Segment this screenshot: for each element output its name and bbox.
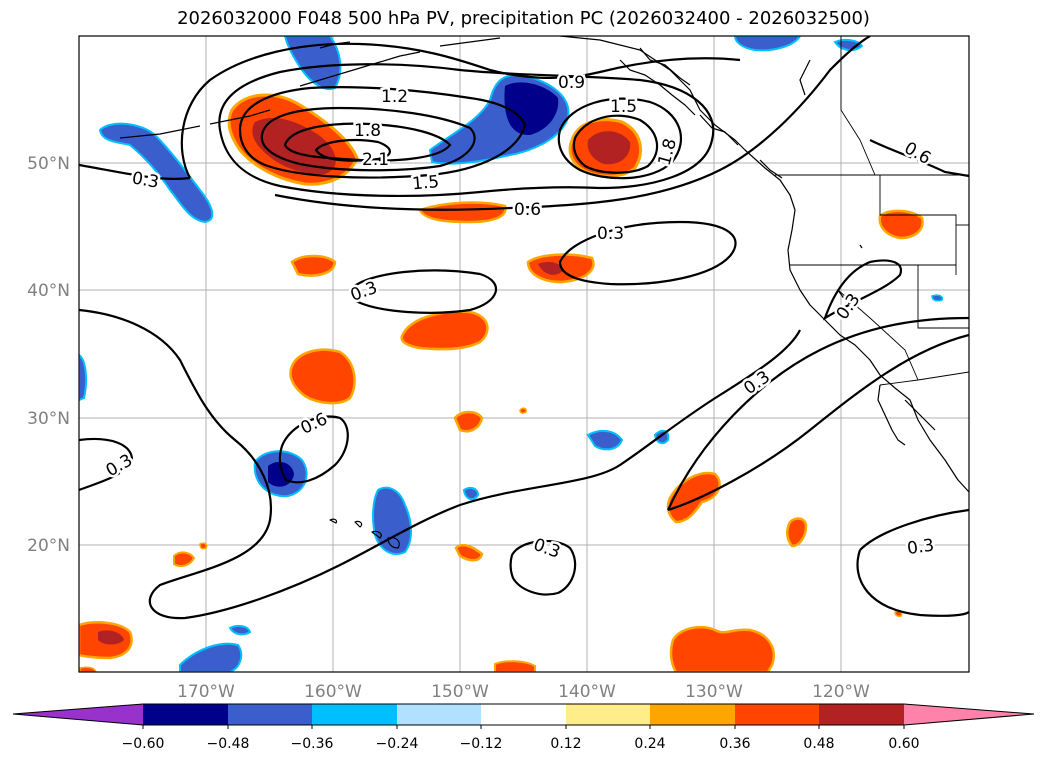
longitude-labels: 170°W 160°W 150°W 140°W 130°W 120°W bbox=[177, 682, 870, 702]
contour-label: 1.8 bbox=[354, 121, 381, 141]
gridlines bbox=[79, 36, 969, 672]
colorbar-segment bbox=[566, 704, 651, 725]
colorbar-segment bbox=[143, 704, 228, 725]
colorbar-segment bbox=[228, 704, 313, 725]
colorbar-tick-label: 0.24 bbox=[634, 736, 665, 752]
map-area: 0.3 1.2 1.8 2.1 1.5 0.9 1.5 1.8 0.6 0.3 … bbox=[79, 36, 969, 672]
colorbar-tick-label: −0.12 bbox=[460, 736, 503, 752]
colorbar-extend-left bbox=[13, 704, 143, 725]
contour-label: 2.1 bbox=[362, 150, 389, 170]
lat-label: 40°N bbox=[27, 281, 70, 301]
lat-label: 20°N bbox=[27, 536, 70, 556]
coastlines bbox=[119, 36, 969, 549]
colorbar-segment bbox=[819, 704, 904, 725]
lat-label: 30°N bbox=[27, 409, 70, 429]
lat-label: 50°N bbox=[27, 154, 70, 174]
lon-label: 160°W bbox=[304, 682, 362, 702]
latitude-labels: 50°N 40°N 30°N 20°N bbox=[27, 154, 70, 556]
colorbar: −0.60 −0.48 −0.36 −0.24 −0.12 0.12 0.24 … bbox=[12, 703, 1035, 752]
colorbar-tick-label: 0.60 bbox=[888, 736, 919, 752]
lon-label: 140°W bbox=[558, 682, 616, 702]
contour-label: 1.5 bbox=[411, 172, 440, 194]
contour-label: 0.3 bbox=[597, 224, 624, 244]
colorbar-segment bbox=[397, 704, 482, 725]
colorbar-tick-label: −0.48 bbox=[207, 736, 250, 752]
colorbar-segment bbox=[312, 704, 397, 725]
colorbar-extend-right bbox=[904, 704, 1034, 725]
contour-label: 0.6 bbox=[514, 200, 541, 220]
colorbar-ticks bbox=[142, 725, 905, 729]
map-frame bbox=[78, 35, 970, 673]
lon-label: 150°W bbox=[431, 682, 489, 702]
map-title: 2026032000 F048 500 hPa PV, precipitatio… bbox=[177, 8, 870, 29]
contour-label: 1.5 bbox=[610, 97, 637, 117]
lon-label: 170°W bbox=[177, 682, 235, 702]
pv-contours bbox=[79, 36, 969, 620]
colorbar-segment bbox=[481, 704, 566, 725]
colorbar-tick-label: −0.36 bbox=[291, 736, 334, 752]
colorbar-tick-label: 0.48 bbox=[803, 736, 834, 752]
colorbar-segment bbox=[650, 704, 735, 725]
contour-label: 0.3 bbox=[906, 536, 936, 560]
colorbar-tick-label: −0.24 bbox=[376, 736, 419, 752]
precip-positive-areas bbox=[79, 93, 924, 672]
lon-label: 120°W bbox=[812, 682, 870, 702]
lon-label: 130°W bbox=[685, 682, 743, 702]
colorbar-segment bbox=[735, 704, 820, 725]
contour-label: 0.9 bbox=[558, 73, 585, 93]
colorbar-tick-label: 0.36 bbox=[719, 736, 750, 752]
colorbar-tick-label: 0.12 bbox=[550, 736, 581, 752]
contour-label: 1.2 bbox=[381, 87, 408, 107]
colorbar-tick-label: −0.60 bbox=[122, 736, 165, 752]
political-borders bbox=[775, 36, 969, 386]
